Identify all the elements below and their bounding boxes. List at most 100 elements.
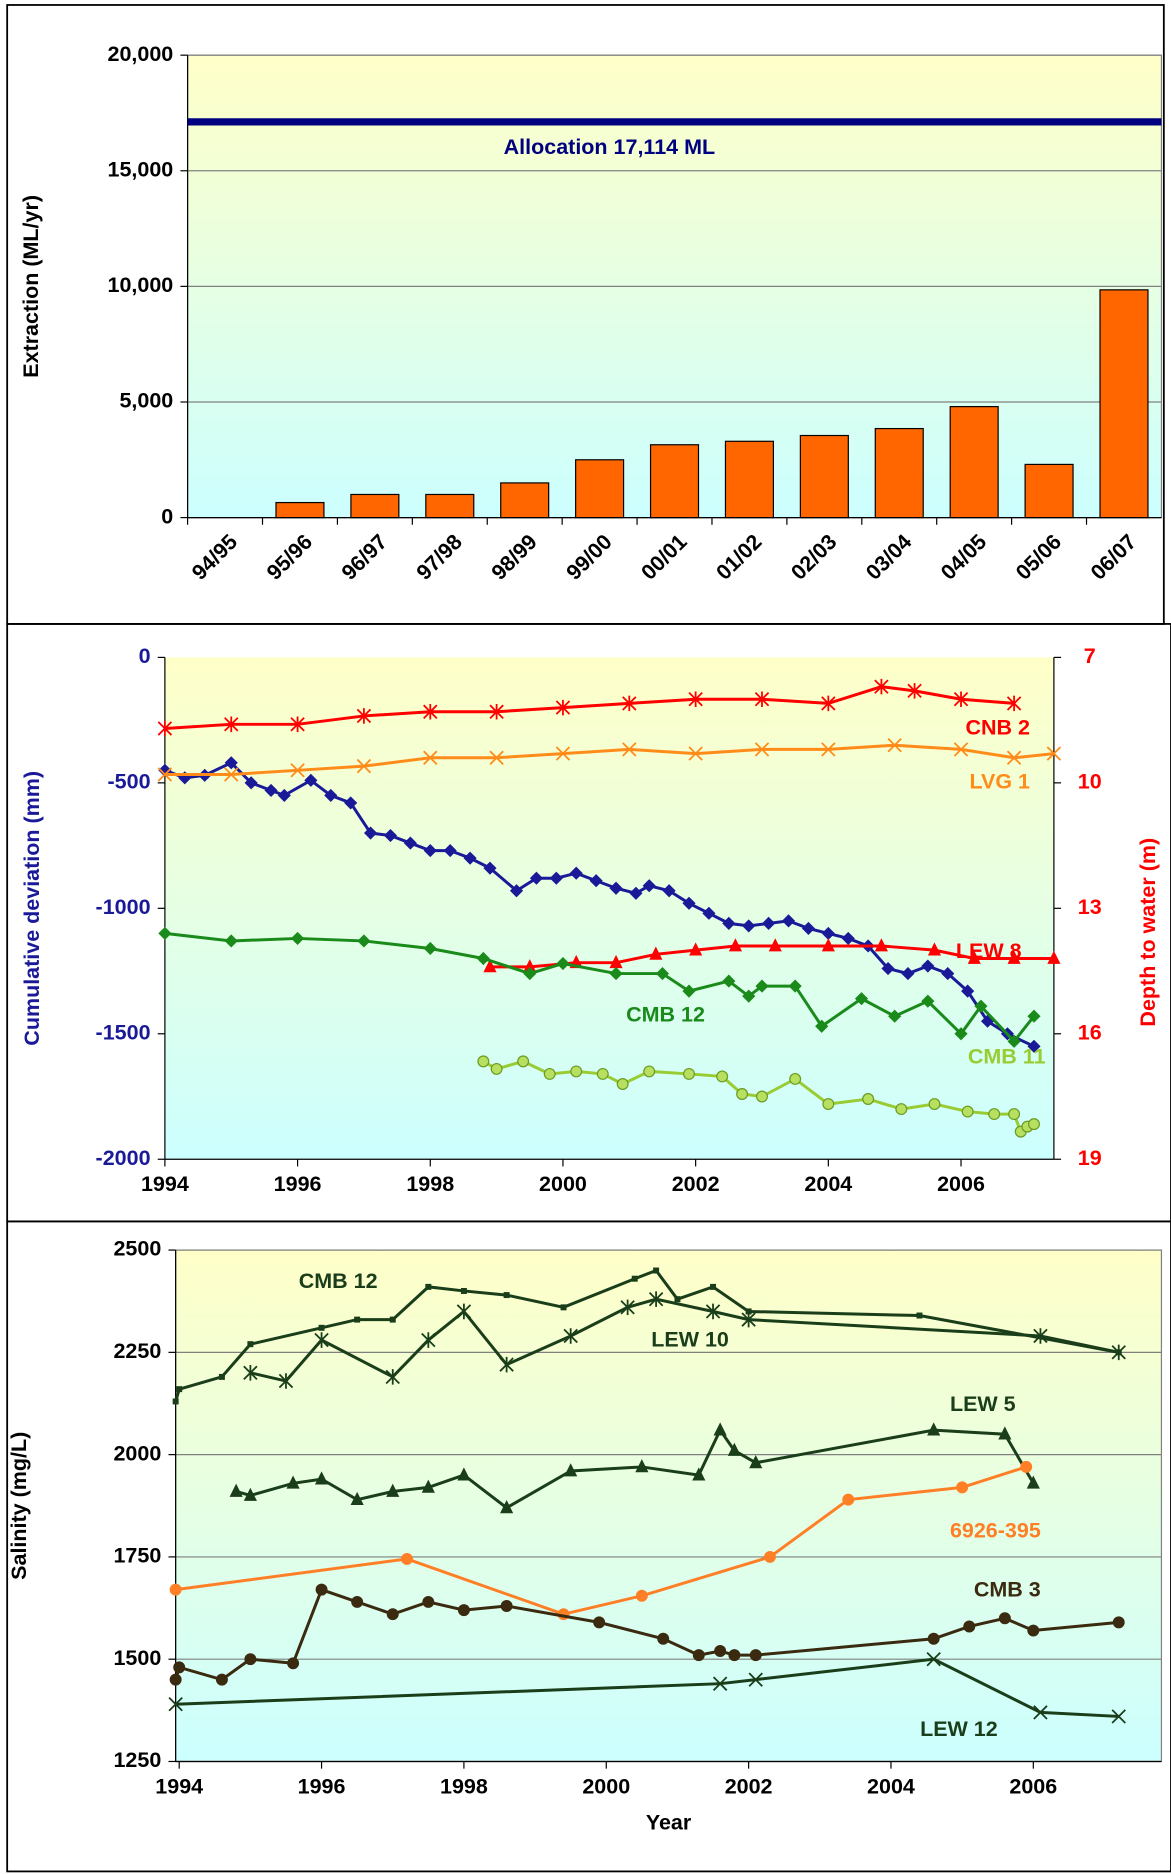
marker: [692, 1649, 705, 1662]
y-tick-label: -1500: [96, 1020, 151, 1044]
x-tick-label: 01/02: [712, 530, 767, 585]
marker: [653, 1267, 660, 1274]
marker: [264, 783, 278, 797]
y-tick-label: 20,000: [107, 42, 173, 66]
marker: [564, 1463, 578, 1477]
x-tick-label: 02/03: [786, 530, 841, 585]
marker: [821, 695, 836, 712]
x-tick-label: 2000: [539, 1172, 587, 1196]
marker: [422, 1595, 435, 1608]
marker: [287, 1657, 300, 1670]
x-tick-label: 99/00: [562, 530, 617, 585]
marker: [710, 1283, 717, 1290]
marker: [421, 1332, 436, 1348]
marker: [895, 1103, 908, 1116]
marker: [967, 950, 981, 964]
x-tick-label: 1998: [440, 1774, 488, 1798]
marker: [815, 1019, 829, 1033]
marker: [609, 954, 623, 969]
series-label: LEW 10: [651, 1328, 729, 1352]
marker: [998, 1612, 1011, 1625]
marker: [229, 1483, 243, 1497]
marker: [304, 773, 318, 787]
marker: [781, 914, 796, 928]
marker: [755, 979, 769, 993]
marker: [555, 746, 571, 761]
marker: [1027, 1039, 1041, 1053]
marker: [244, 776, 258, 790]
y-tick-label: 2000: [113, 1441, 161, 1465]
marker: [457, 1467, 471, 1481]
marker: [224, 716, 239, 733]
marker: [657, 1632, 670, 1645]
marker: [1112, 1616, 1125, 1629]
x-tick-label: 00/01: [637, 530, 692, 585]
marker: [749, 1455, 763, 1469]
marker: [596, 1067, 609, 1080]
marker: [386, 1608, 399, 1621]
marker: [517, 1055, 530, 1068]
marker: [157, 720, 173, 737]
marker: [243, 1487, 257, 1501]
marker: [648, 1291, 664, 1307]
marker: [314, 1471, 329, 1485]
marker: [821, 742, 836, 757]
marker: [728, 1649, 741, 1662]
marker: [168, 1696, 183, 1712]
y-tick-label: 15,000: [107, 157, 173, 181]
marker: [662, 884, 676, 898]
y-tick-label: 0: [161, 504, 173, 528]
series-label: LEW 5: [950, 1392, 1016, 1416]
series-label: CMB 12: [626, 1003, 705, 1027]
marker: [963, 1620, 976, 1633]
marker: [315, 1583, 328, 1596]
marker: [1006, 750, 1022, 765]
marker: [286, 1475, 300, 1489]
marker: [543, 1067, 556, 1080]
marker: [463, 851, 477, 865]
plot-area: [175, 1249, 1163, 1763]
marker: [821, 938, 835, 952]
bar: [874, 427, 924, 519]
x-tick-label: 2002: [725, 1774, 773, 1798]
marker: [635, 1589, 648, 1602]
marker: [490, 1062, 503, 1075]
marker: [742, 919, 756, 933]
marker: [1028, 1118, 1040, 1131]
marker: [927, 1632, 940, 1645]
marker: [483, 959, 497, 973]
y-tick-label: 0: [139, 644, 151, 668]
marker: [754, 742, 770, 757]
marker: [523, 959, 537, 973]
y-tick-label: -2000: [96, 1146, 151, 1170]
bar: [500, 482, 550, 519]
x-tick-label: 1996: [274, 1172, 322, 1196]
marker: [862, 1093, 875, 1106]
marker: [768, 938, 782, 952]
x-axis-label: Year: [646, 1810, 692, 1834]
series-label: CMB 12: [299, 1269, 378, 1293]
marker: [354, 1316, 361, 1323]
x-tick-label: 2000: [582, 1774, 630, 1798]
series-line: [249, 1297, 1120, 1383]
marker: [356, 758, 372, 774]
marker: [563, 1328, 578, 1344]
bar: [350, 493, 400, 519]
marker: [722, 974, 736, 988]
marker: [748, 1672, 763, 1687]
plot-area: [164, 657, 1054, 1160]
x-tick-label: 2004: [804, 1172, 852, 1196]
marker: [887, 738, 902, 753]
marker: [622, 695, 637, 712]
marker: [423, 703, 438, 720]
marker: [907, 683, 922, 699]
marker: [728, 938, 743, 952]
bar: [1024, 463, 1074, 519]
marker: [635, 1459, 649, 1473]
bar: [575, 459, 625, 519]
marker: [357, 934, 371, 948]
y2-tick-label: 13: [1078, 895, 1102, 919]
x-tick-label: 06/07: [1086, 530, 1141, 585]
bar: [1099, 289, 1149, 519]
marker: [961, 984, 975, 998]
